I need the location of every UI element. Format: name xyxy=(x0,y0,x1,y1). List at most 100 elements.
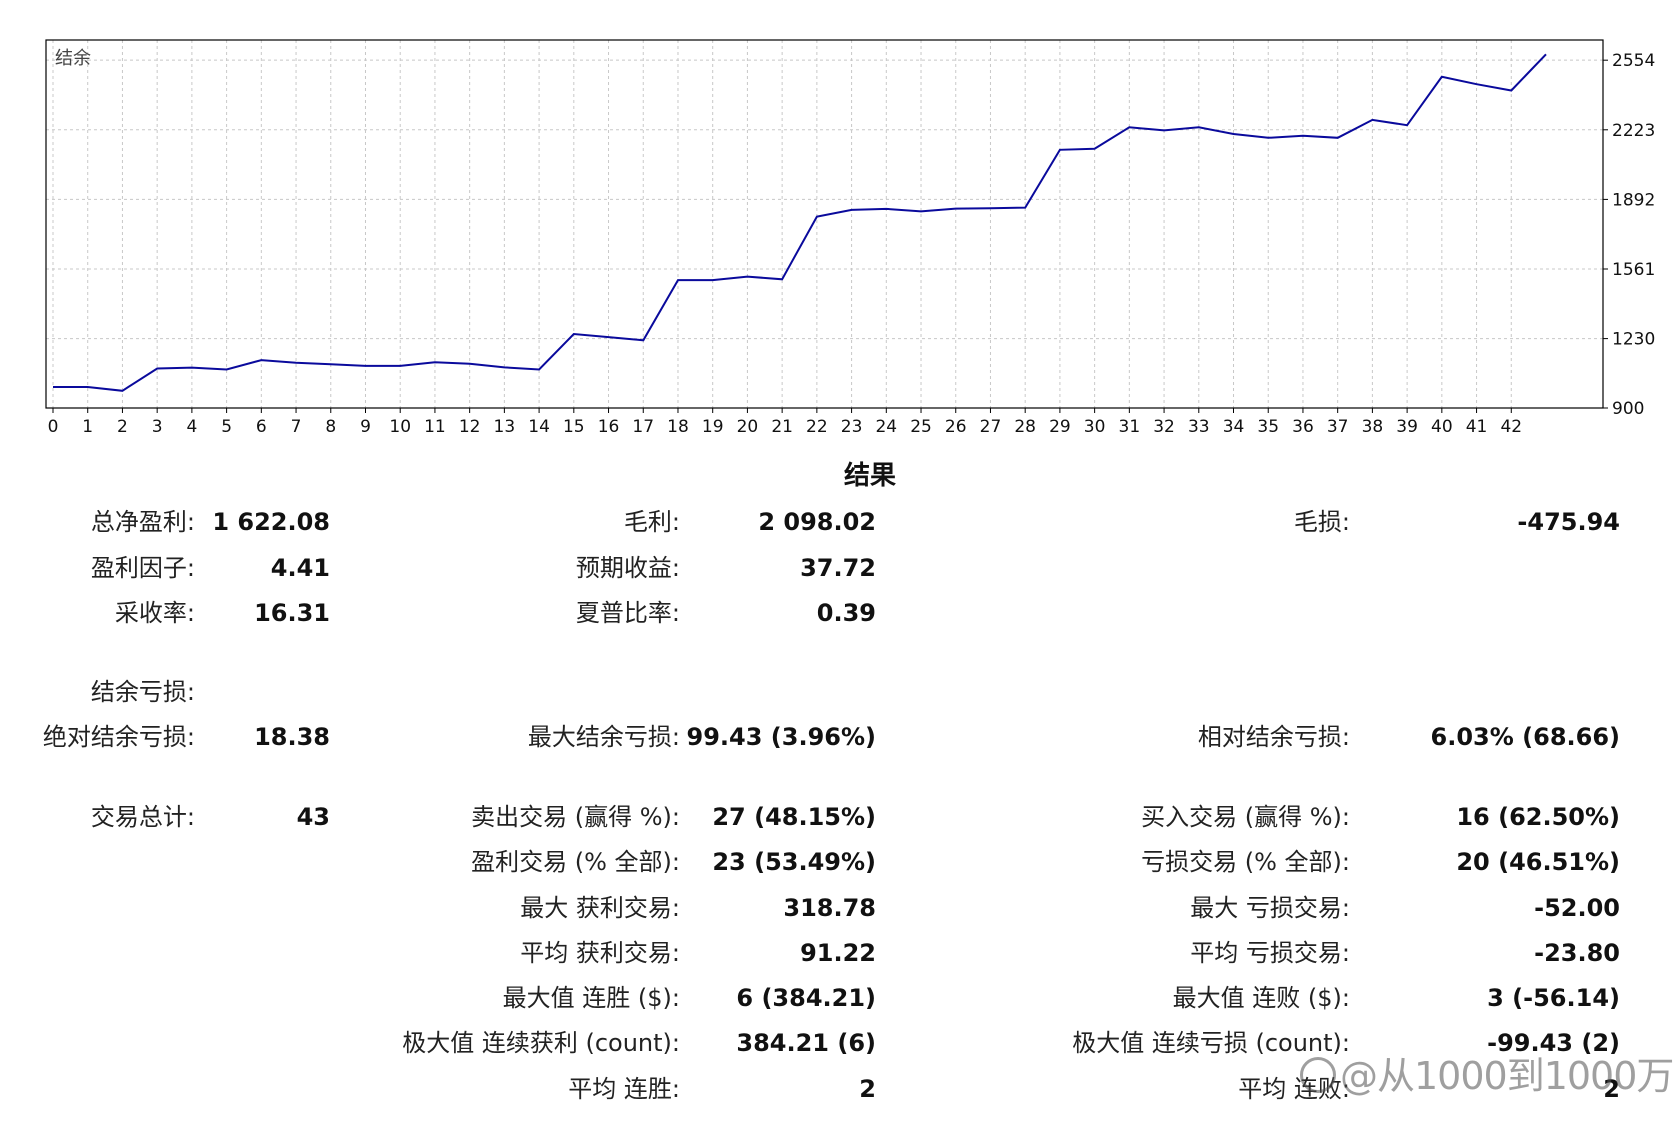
x-tick-label: 40 xyxy=(1431,417,1453,437)
stat-value: 37.72 xyxy=(800,554,876,582)
stat-value: 2 xyxy=(1603,1075,1620,1103)
x-tick-label: 31 xyxy=(1119,417,1141,437)
stat-value: -99.43 (2) xyxy=(1487,1029,1620,1057)
watermark: @从1000到1000万 xyxy=(1300,1045,1674,1100)
stat-value: 1 622.08 xyxy=(212,508,330,536)
stat-label: 预期收益: xyxy=(575,554,680,582)
stat-value: -23.80 xyxy=(1534,939,1620,967)
stat-label: 极大值 连续亏损 (count): xyxy=(1072,1029,1350,1057)
stat-label: 亏损交易 (% 全部): xyxy=(1141,848,1350,876)
stat-label: 最大值 连败 ($): xyxy=(1172,984,1350,1012)
x-tick-label: 34 xyxy=(1223,417,1245,437)
x-tick-label: 19 xyxy=(702,417,724,437)
x-tick-label: 36 xyxy=(1292,417,1314,437)
stat-label: 夏普比率: xyxy=(575,599,680,627)
stat-label: 采收率: xyxy=(114,599,195,627)
watermark-text: @从1000到1000万 xyxy=(1340,1054,1674,1098)
x-tick-label: 1 xyxy=(82,417,93,437)
x-tick-label: 41 xyxy=(1466,417,1488,437)
y-tick-label: 1561 xyxy=(1612,260,1655,280)
x-tick-label: 26 xyxy=(945,417,967,437)
stat-value: 4.41 xyxy=(270,554,330,582)
y-tick-label: 900 xyxy=(1612,399,1644,419)
stat-value: 20 (46.51%) xyxy=(1456,848,1620,876)
x-tick-label: 7 xyxy=(291,417,302,437)
stat-value: 43 xyxy=(296,803,330,831)
stat-value: 23 (53.49%) xyxy=(712,848,876,876)
stat-value: 318.78 xyxy=(783,894,876,922)
y-tick-label: 2223 xyxy=(1612,121,1655,141)
stat-label: 最大值 连胜 ($): xyxy=(502,984,680,1012)
x-tick-label: 13 xyxy=(494,417,516,437)
x-tick-label: 23 xyxy=(841,417,863,437)
stat-value: 3 (-56.14) xyxy=(1487,984,1620,1012)
stat-value: 6 (384.21) xyxy=(736,984,876,1012)
x-tick-label: 28 xyxy=(1014,417,1036,437)
stat-label: 毛利: xyxy=(623,508,680,536)
stat-label: 最大 亏损交易: xyxy=(1190,894,1350,922)
x-tick-label: 33 xyxy=(1188,417,1210,437)
y-axis-ticks: 900 1230 1561 1892 2223 2554 xyxy=(1603,51,1655,419)
x-tick-label: 9 xyxy=(360,417,371,437)
x-tick-label: 4 xyxy=(186,417,197,437)
x-tick-label: 6 xyxy=(256,417,267,437)
y-tick-label: 1892 xyxy=(1612,190,1655,210)
x-tick-label: 22 xyxy=(806,417,828,437)
chart-grid xyxy=(46,40,1603,409)
x-tick-label: 35 xyxy=(1257,417,1279,437)
x-tick-label: 2 xyxy=(117,417,128,437)
stat-label: 平均 获利交易: xyxy=(520,939,680,967)
x-tick-label: 30 xyxy=(1084,417,1106,437)
stat-value: 6.03% (68.66) xyxy=(1430,723,1620,751)
stat-value: 27 (48.15%) xyxy=(712,803,876,831)
stat-label: 盈利交易 (% 全部): xyxy=(471,848,680,876)
x-tick-label: 0 xyxy=(48,417,59,437)
stat-value: 384.21 (6) xyxy=(736,1029,876,1057)
stat-label: 盈利因子: xyxy=(90,554,195,582)
x-tick-label: 20 xyxy=(737,417,759,437)
stat-value: 99.43 (3.96%) xyxy=(686,723,876,751)
stat-value: 16 (62.50%) xyxy=(1456,803,1620,831)
stat-label: 买入交易 (赢得 %): xyxy=(1141,803,1350,831)
balance-series xyxy=(53,53,1547,392)
stat-value: 91.22 xyxy=(800,939,876,967)
x-tick-label: 15 xyxy=(563,417,585,437)
chart-title: 结余 xyxy=(55,48,91,69)
stat-label: 总净盈利: xyxy=(90,508,195,536)
stat-label: 毛损: xyxy=(1293,508,1350,536)
x-tick-label: 29 xyxy=(1049,417,1071,437)
x-tick-label: 42 xyxy=(1500,417,1522,437)
plot-frame xyxy=(45,39,1604,409)
x-axis-ticks: 0 1 2 3 4 5 6 7 8 9 10 11 12 13 14 15 16 17 18 19 20 21 22 23 24… xyxy=(48,408,1522,437)
stat-label: 结余亏损: xyxy=(90,678,195,706)
x-tick-label: 14 xyxy=(528,417,550,437)
stat-label: 卖出交易 (赢得 %): xyxy=(471,803,680,831)
zhihu-icon xyxy=(1300,1056,1336,1093)
x-tick-label: 12 xyxy=(459,417,481,437)
stat-value: 2 098.02 xyxy=(758,508,876,536)
stat-value: 0.39 xyxy=(816,599,876,627)
stat-value: 18.38 xyxy=(254,723,330,751)
stat-value: -475.94 xyxy=(1517,508,1620,536)
stat-label: 相对结余亏损: xyxy=(1197,723,1350,751)
stat-label: 交易总计: xyxy=(90,803,195,831)
x-tick-label: 21 xyxy=(771,417,793,437)
x-tick-label: 5 xyxy=(221,417,232,437)
stat-label: 绝对结余亏损: xyxy=(42,723,195,751)
stat-label: 最大结余亏损: xyxy=(527,723,680,751)
stat-value: 16.31 xyxy=(254,599,330,627)
x-tick-label: 27 xyxy=(980,417,1002,437)
stat-value: 2 xyxy=(859,1075,876,1103)
x-tick-label: 11 xyxy=(424,417,446,437)
x-tick-label: 16 xyxy=(598,417,620,437)
x-tick-label: 37 xyxy=(1327,417,1349,437)
stat-value: -52.00 xyxy=(1534,894,1620,922)
y-tick-label: 1230 xyxy=(1612,330,1655,350)
x-tick-label: 10 xyxy=(389,417,411,437)
y-tick-label: 2554 xyxy=(1612,51,1655,71)
x-tick-label: 17 xyxy=(632,417,654,437)
x-tick-label: 32 xyxy=(1153,417,1175,437)
x-tick-label: 25 xyxy=(910,417,932,437)
stat-label: 极大值 连续获利 (count): xyxy=(402,1029,680,1057)
